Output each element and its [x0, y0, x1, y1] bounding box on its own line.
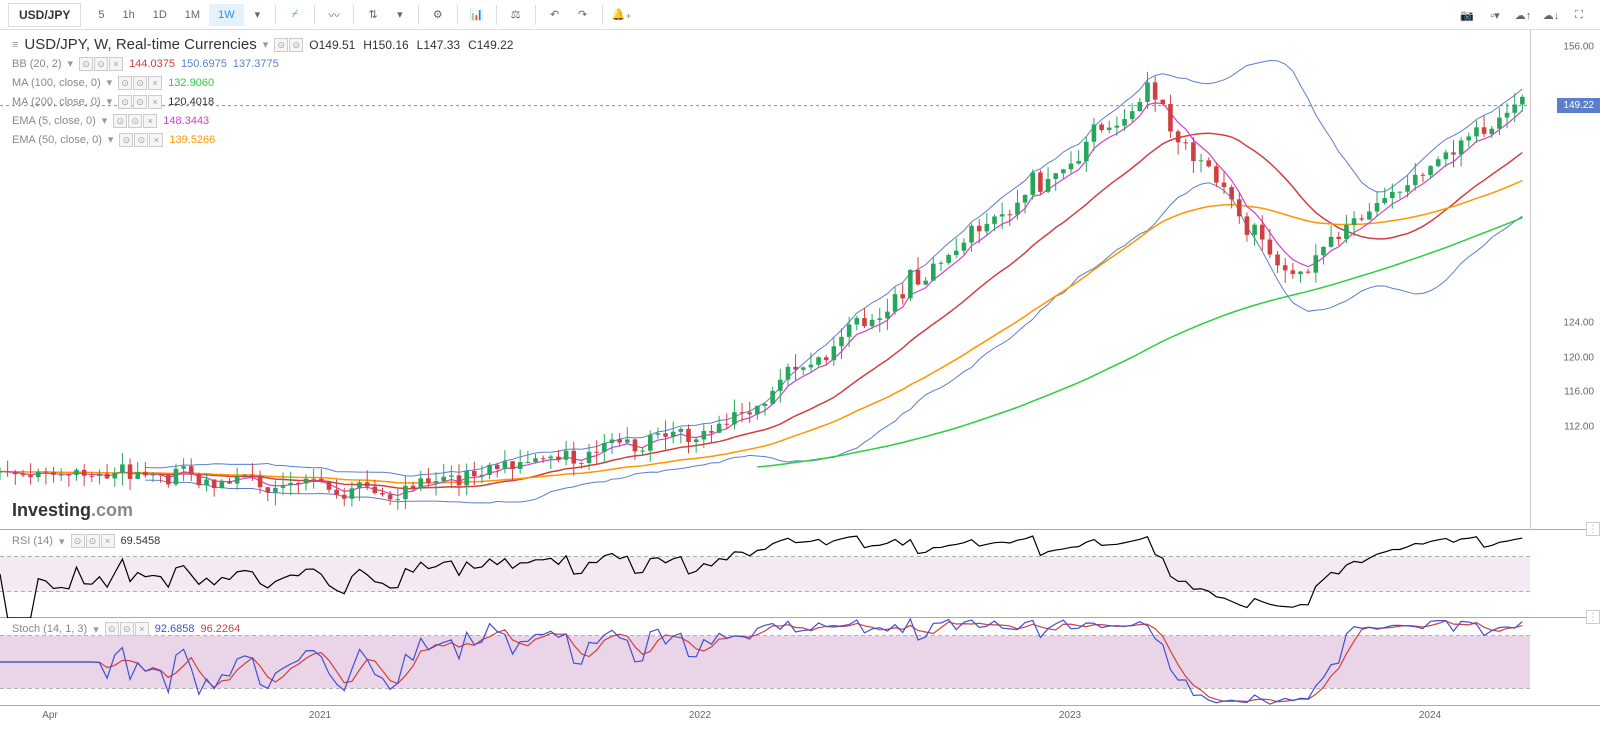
time-axis[interactable]: Apr 2021 2022 2023 2024 — [0, 706, 1600, 728]
x-tick: 2024 — [1419, 710, 1441, 721]
rsi-pane[interactable]: RSI (14) ▾ ⊙⊙× 69.5458 ⋮ — [0, 530, 1600, 618]
symbol-input[interactable]: USD/JPY — [8, 3, 81, 27]
cloud-save-icon[interactable]: ☁↑ — [1510, 4, 1536, 26]
current-price-tag: 149.22 — [1557, 98, 1600, 113]
timeframe-1W[interactable]: 1W — [209, 4, 244, 26]
redo-icon[interactable]: ↷ — [570, 4, 596, 26]
title-controls[interactable]: ⊙⊙ — [274, 38, 303, 52]
indicator-label: EMA (5, close, 0) — [12, 112, 96, 130]
stoch-k-value: 92.6858 — [155, 623, 195, 635]
title-more[interactable]: ▾ — [263, 36, 269, 54]
chart-title: USD/JPY, W, Real-time Currencies — [24, 36, 256, 54]
menu-icon[interactable]: ≡ — [12, 36, 18, 54]
timeframe-1h[interactable]: 1h — [113, 4, 143, 26]
indicator-label: EMA (50, close, 0) — [12, 131, 102, 149]
y-tick: 112.00 — [1564, 421, 1594, 432]
chart-legend: ≡ USD/JPY, W, Real-time Currencies ▾ ⊙⊙ … — [12, 36, 521, 150]
y-tick: 116.00 — [1564, 387, 1594, 398]
main-chart[interactable]: ≡ USD/JPY, W, Real-time Currencies ▾ ⊙⊙ … — [0, 30, 1600, 530]
scales-icon[interactable]: ⚖ — [503, 4, 529, 26]
indicator-label: MA (200, close, 0) — [12, 93, 101, 111]
timeframe-5[interactable]: 5 — [89, 4, 113, 26]
x-tick: 2021 — [309, 710, 331, 721]
stoch-d-value: 96.2264 — [201, 623, 241, 635]
timeframe-group: 51h1D1M1W — [89, 4, 243, 26]
indicator-controls[interactable]: ⊙⊙× — [79, 57, 123, 71]
indicator-label: MA (100, close, 0) — [12, 74, 101, 92]
line-style-icon[interactable]: 〰 — [321, 4, 347, 26]
ohlc-display: O149.51H150.16L147.33C149.22 — [309, 36, 521, 54]
candle-style-icon[interactable]: ⌿ — [282, 4, 308, 26]
stoch-more[interactable]: ▾ — [93, 623, 99, 636]
stoch-label: Stoch (14, 1, 3) — [12, 623, 87, 635]
y-tick: 120.00 — [1563, 352, 1594, 363]
indicator-label: BB (20, 2) — [12, 55, 62, 73]
theme-icon[interactable]: ▫▾ — [1482, 4, 1508, 26]
rsi-more[interactable]: ▾ — [59, 535, 65, 548]
snapshot-icon[interactable]: 📷 — [1454, 4, 1480, 26]
price-axis[interactable]: 156.00 124.00 120.00 116.00 112.00 149.22 — [1530, 30, 1600, 530]
rsi-value: 69.5458 — [121, 535, 161, 547]
toolbar: USD/JPY 51h1D1M1W ▾ ⌿ 〰 ⇅ ▾ ⚙ 📊 ⚖ ↶ ↷ 🔔₊… — [0, 0, 1600, 30]
indicators-icon[interactable]: 📊 — [464, 4, 490, 26]
rsi-label: RSI (14) — [12, 535, 53, 547]
y-tick: 156.00 — [1563, 42, 1594, 53]
y-tick: 124.00 — [1563, 318, 1594, 329]
compare-icon[interactable]: ⇅ — [360, 4, 386, 26]
timeframe-more[interactable]: ▾ — [246, 3, 270, 26]
timeframe-1D[interactable]: 1D — [144, 4, 176, 26]
watermark: Investing.com — [12, 500, 133, 521]
cloud-load-icon[interactable]: ☁↓ — [1538, 4, 1564, 26]
stoch-pane[interactable]: Stoch (14, 1, 3) ▾ ⊙⊙× 92.6858 96.2264 — [0, 618, 1600, 706]
timeframe-1M[interactable]: 1M — [176, 4, 209, 26]
rsi-svg — [0, 530, 1530, 618]
indicator-controls[interactable]: ⊙⊙× — [118, 76, 162, 90]
indicator-controls[interactable]: ⊙⊙× — [119, 133, 163, 147]
x-tick: 2023 — [1059, 710, 1081, 721]
undo-icon[interactable]: ↶ — [542, 4, 568, 26]
alert-icon[interactable]: 🔔₊ — [609, 4, 635, 26]
indicator-controls[interactable]: ⊙⊙× — [118, 95, 162, 109]
fullscreen-icon[interactable]: ⛶ — [1566, 4, 1592, 26]
x-tick: Apr — [42, 710, 58, 721]
x-tick: 2022 — [689, 710, 711, 721]
stoch-controls[interactable]: ⊙⊙× — [105, 622, 149, 636]
compare-more[interactable]: ▾ — [388, 3, 412, 26]
rsi-controls[interactable]: ⊙⊙× — [71, 534, 115, 548]
settings-icon[interactable]: ⚙ — [425, 4, 451, 26]
indicator-controls[interactable]: ⊙⊙× — [113, 114, 157, 128]
